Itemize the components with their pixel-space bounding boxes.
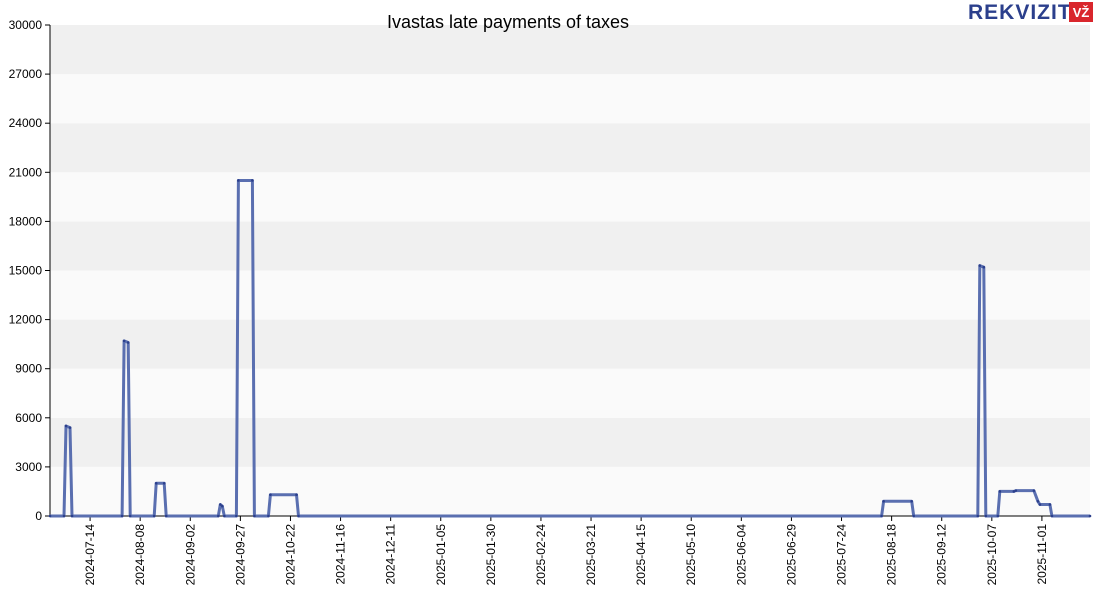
data-point: [1050, 514, 1054, 518]
x-tick-label: 2025-05-10: [684, 524, 698, 586]
data-point: [68, 426, 72, 429]
x-tick-label: 2025-08-18: [885, 524, 899, 586]
data-point: [237, 179, 240, 182]
x-tick-label: 2024-09-02: [183, 524, 197, 586]
y-axis-ticks: 0 3000 6000 9000 12000 15000 18000 21000 24000 27…: [9, 18, 50, 523]
data-point: [154, 481, 158, 485]
x-tick-label: 2025-01-05: [434, 524, 448, 586]
grid-band: [50, 221, 1090, 271]
x-tick-label: 2025-06-04: [734, 524, 748, 586]
data-point: [267, 514, 270, 518]
grid-band: [50, 25, 1090, 75]
grid-band: [50, 172, 1090, 222]
data-point: [64, 424, 68, 428]
data-point: [223, 514, 226, 518]
data-point: [882, 499, 885, 503]
grid-band: [50, 319, 1090, 369]
x-tick-label: 2025-11-01: [1035, 524, 1049, 585]
chart-title: Ivastas late payments of taxes: [387, 12, 629, 32]
data-point: [910, 499, 913, 503]
x-tick-label: 2025-02-24: [534, 524, 548, 586]
data-point: [120, 514, 124, 518]
x-axis-ticks: 2024-07-14 2024-08-08 2024-09-02 2024-09-27…: [83, 516, 1049, 585]
grid-band: [50, 123, 1090, 173]
x-tick-label: 2024-10-22: [283, 524, 297, 586]
logo-text: REKVIZITAI: [968, 1, 1093, 24]
data-point: [221, 504, 224, 508]
x-tick-label: 2025-04-15: [634, 524, 648, 586]
y-tick-label: 15000: [9, 264, 43, 278]
data-point: [1012, 490, 1016, 493]
data-point: [998, 490, 1002, 493]
data-point: [128, 514, 132, 518]
data-point: [126, 341, 130, 344]
data-point: [217, 514, 220, 518]
data-point: [976, 514, 980, 518]
logo-badge-text: VŽ: [1073, 5, 1090, 20]
data-point: [982, 265, 986, 269]
data-point: [253, 514, 256, 518]
data-point: [219, 503, 222, 506]
data-point: [152, 514, 156, 518]
y-tick-label: 30000: [9, 18, 43, 32]
y-tick-label: 0: [35, 509, 42, 523]
data-point: [1038, 503, 1042, 506]
grid-bands: [50, 25, 1090, 516]
y-tick-label: 21000: [9, 165, 43, 179]
data-point: [880, 514, 883, 518]
data-point: [912, 514, 915, 518]
x-tick-label: 2024-12-11: [384, 524, 398, 585]
data-point: [235, 514, 238, 518]
x-tick-label: 2025-03-21: [584, 524, 598, 586]
grid-band: [50, 74, 1090, 124]
logo-badge: [1069, 2, 1093, 22]
grid-band: [50, 466, 1090, 516]
rekvizitai-logo: REKVIZITAI VŽ: [968, 1, 1093, 24]
data-point: [1036, 499, 1040, 503]
data-point: [48, 514, 52, 518]
x-tick-label: 2024-11-16: [334, 524, 348, 585]
data-point: [1014, 489, 1018, 492]
data-point: [251, 179, 254, 182]
data-point: [984, 514, 988, 518]
x-tick-label: 2025-09-12: [935, 524, 949, 586]
y-tick-label: 6000: [15, 411, 42, 425]
y-tick-label: 3000: [15, 460, 42, 474]
data-point: [62, 514, 66, 518]
data-point: [164, 514, 168, 518]
grid-band: [50, 368, 1090, 418]
grid-band: [50, 417, 1090, 467]
y-tick-label: 18000: [9, 214, 43, 228]
x-tick-label: 2025-10-07: [985, 524, 999, 586]
data-point: [996, 514, 1000, 518]
data-point: [269, 493, 272, 497]
data-point: [122, 339, 126, 343]
series-group: [48, 179, 1092, 518]
y-tick-label: 9000: [15, 362, 42, 376]
y-tick-label: 12000: [9, 313, 43, 327]
data-point: [297, 514, 300, 518]
data-point: [1088, 514, 1092, 518]
data-point: [1048, 503, 1052, 506]
x-tick-label: 2024-07-14: [83, 524, 97, 586]
data-point: [70, 514, 74, 518]
data-point: [162, 481, 166, 485]
x-tick-label: 2025-01-30: [484, 524, 498, 586]
x-tick-label: 2024-08-08: [133, 524, 147, 586]
x-tick-label: 2025-07-24: [835, 524, 849, 586]
x-tick-label: 2025-06-29: [784, 524, 798, 586]
y-tick-label: 24000: [9, 116, 43, 130]
data-point: [295, 493, 298, 497]
grid-band: [50, 270, 1090, 320]
data-point: [978, 264, 982, 267]
x-tick-label: 2024-09-27: [233, 524, 247, 586]
y-tick-label: 27000: [9, 67, 43, 81]
data-point: [1032, 489, 1036, 492]
